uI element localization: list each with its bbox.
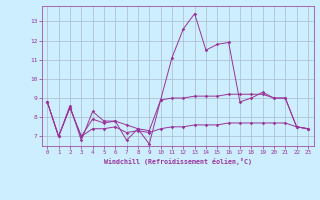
X-axis label: Windchill (Refroidissement éolien,°C): Windchill (Refroidissement éolien,°C) [104,158,252,165]
